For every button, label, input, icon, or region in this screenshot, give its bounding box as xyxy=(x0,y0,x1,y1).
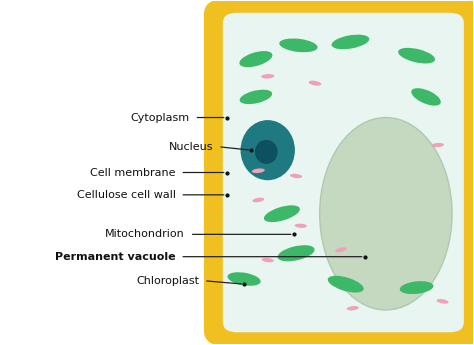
Ellipse shape xyxy=(432,143,444,147)
Ellipse shape xyxy=(279,39,318,52)
Ellipse shape xyxy=(240,120,295,180)
Ellipse shape xyxy=(400,281,433,294)
Ellipse shape xyxy=(437,299,448,304)
Ellipse shape xyxy=(346,306,359,310)
Ellipse shape xyxy=(262,258,274,262)
Ellipse shape xyxy=(319,118,452,310)
Ellipse shape xyxy=(240,90,272,104)
Ellipse shape xyxy=(309,81,321,86)
Ellipse shape xyxy=(278,245,315,261)
Text: Cytoplasm: Cytoplasm xyxy=(131,112,190,122)
Ellipse shape xyxy=(261,74,274,79)
Ellipse shape xyxy=(228,272,261,286)
FancyBboxPatch shape xyxy=(223,13,464,332)
Ellipse shape xyxy=(328,276,364,293)
Text: Cell membrane: Cell membrane xyxy=(90,168,175,177)
FancyBboxPatch shape xyxy=(204,0,474,345)
Ellipse shape xyxy=(239,51,273,67)
Text: Mitochondrion: Mitochondrion xyxy=(105,229,185,239)
Ellipse shape xyxy=(252,168,265,173)
Text: Permanent vacuole: Permanent vacuole xyxy=(55,252,175,262)
Text: Chloroplast: Chloroplast xyxy=(136,276,199,286)
Ellipse shape xyxy=(332,34,369,49)
Text: Nucleus: Nucleus xyxy=(169,142,213,152)
Ellipse shape xyxy=(252,198,264,202)
Ellipse shape xyxy=(290,174,302,178)
Ellipse shape xyxy=(255,140,278,164)
Ellipse shape xyxy=(398,48,435,63)
Ellipse shape xyxy=(295,224,307,228)
Ellipse shape xyxy=(264,205,300,222)
Text: Cellulose cell wall: Cellulose cell wall xyxy=(77,190,175,200)
Ellipse shape xyxy=(411,88,441,106)
Ellipse shape xyxy=(335,247,347,252)
